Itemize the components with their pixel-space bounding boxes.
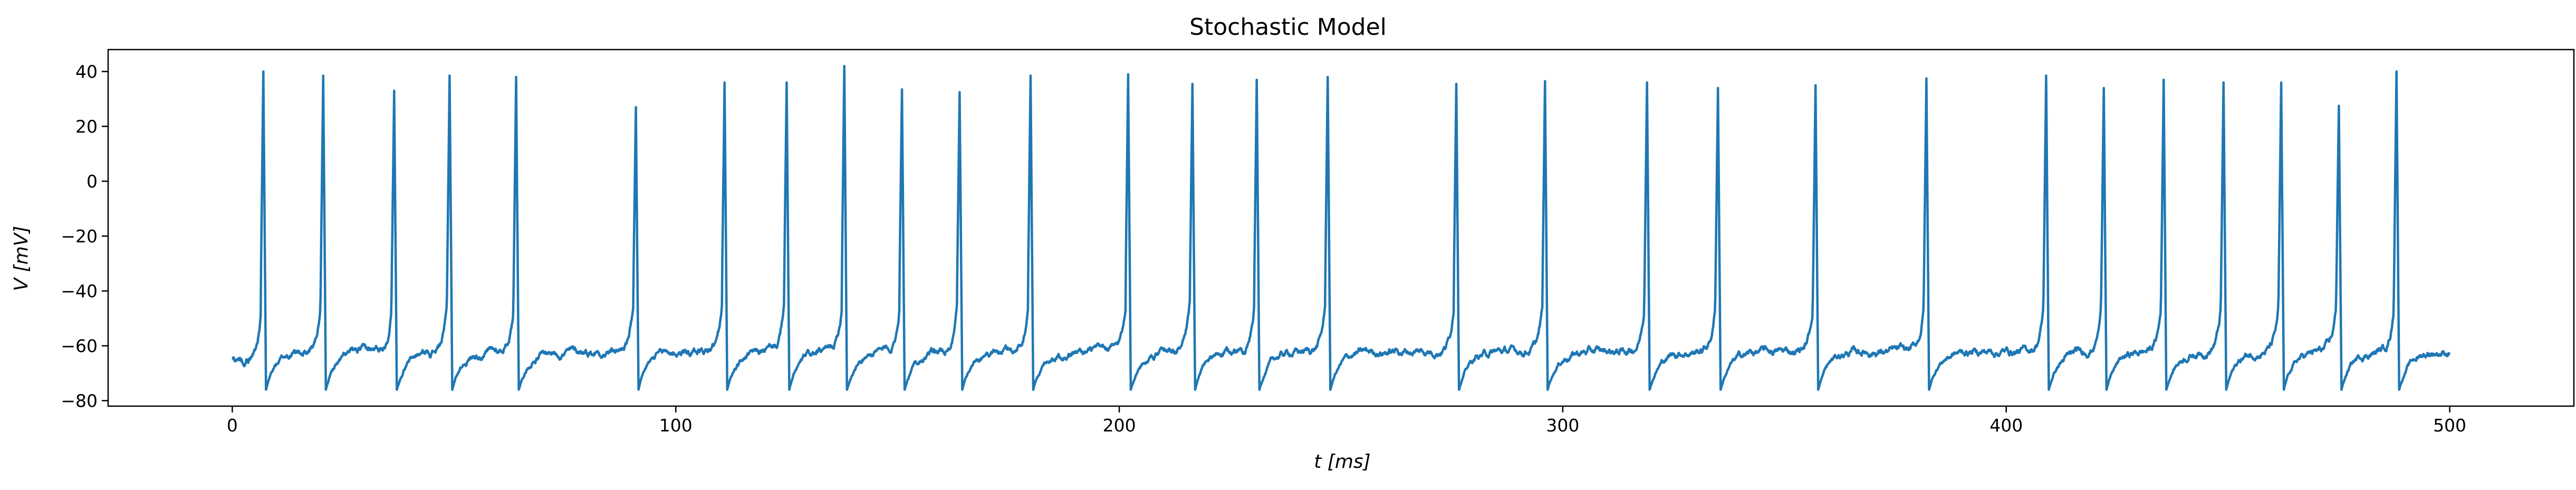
axes-frame: [107, 49, 2575, 407]
y-axis: −80 −60 −40 −20 0 20 40: [61, 62, 108, 411]
chart-title: Stochastic Model: [1189, 14, 1387, 41]
y-tick-label: 20: [75, 117, 98, 137]
y-tick-label: −40: [61, 281, 98, 302]
y-tick-label: 40: [75, 62, 98, 82]
x-tick-label: 0: [227, 415, 238, 436]
y-tick-label: −20: [61, 226, 98, 247]
voltage-series-line: [232, 64, 2451, 391]
x-tick-label: 100: [659, 415, 693, 436]
x-axis-title: t [ms]: [1314, 451, 1370, 473]
y-tick-label: −80: [61, 391, 98, 411]
x-tick-label: 200: [1103, 415, 1136, 436]
y-axis-title: V [mV]: [11, 226, 32, 291]
plot-area: [232, 64, 2451, 391]
x-axis: 0 100 200 300 400 500: [227, 406, 2466, 436]
y-tick-label: 0: [86, 171, 98, 192]
y-tick-label: −60: [61, 336, 98, 357]
x-tick-label: 400: [1989, 415, 2023, 436]
x-tick-label: 500: [2433, 415, 2466, 436]
x-tick-label: 300: [1546, 415, 1579, 436]
